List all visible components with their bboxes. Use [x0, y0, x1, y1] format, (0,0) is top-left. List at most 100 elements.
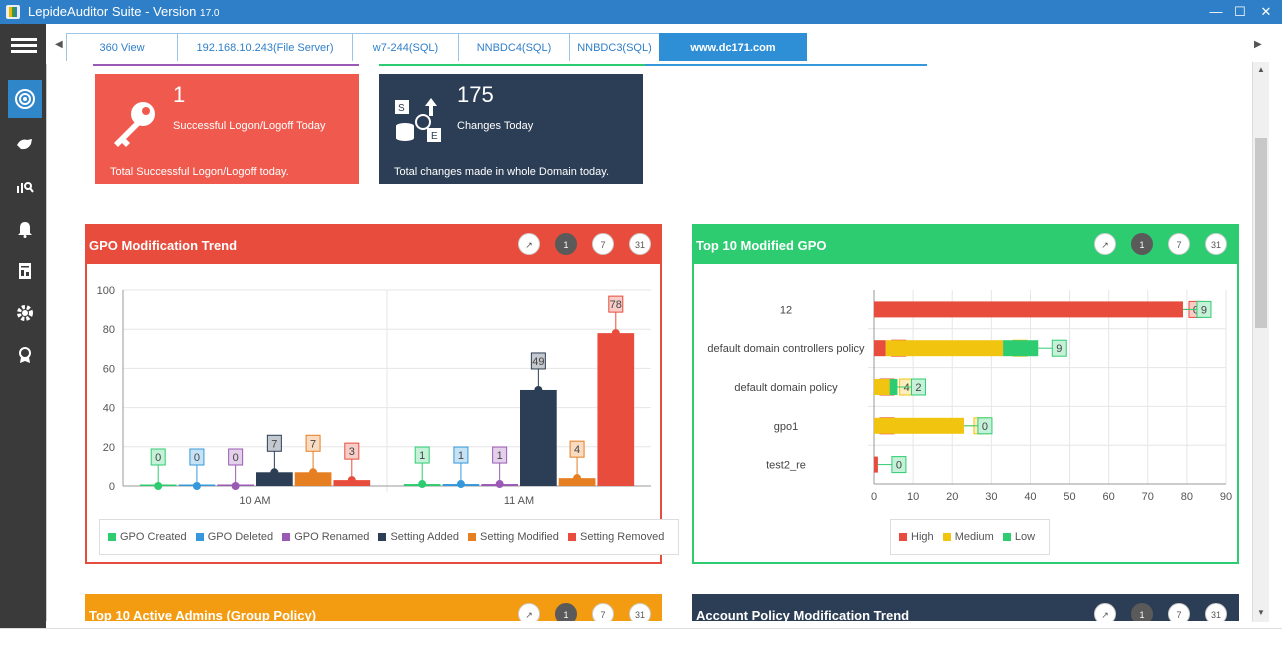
x-tick-label: 30: [985, 491, 997, 503]
hand-icon[interactable]: [8, 125, 42, 163]
app-logo-icon: [6, 5, 20, 19]
x-tick-label: 80: [1181, 491, 1193, 503]
data-label: 3: [349, 446, 355, 458]
tab-w7-244[interactable]: w7-244(SQL): [352, 33, 459, 61]
top-modified-gpo-panel: Top 10 Modified GPO ↗ 1 7 31 0 10 20 30 40 50…: [692, 224, 1239, 564]
y-tick-label: default domain controllers policy: [707, 343, 865, 355]
analytics-search-icon[interactable]: [8, 167, 42, 205]
gpo-trend-legend: GPO Created GPO Deleted GPO Renamed Sett…: [99, 519, 680, 555]
panel-header: Top 10 Modified GPO ↗ 1 7 31: [694, 226, 1237, 264]
tab-nnbdc4[interactable]: NNBDC4(SQL): [458, 33, 570, 61]
maximize-button[interactable]: ☐: [1234, 4, 1246, 19]
data-label: 1: [497, 450, 503, 462]
data-label-box: [530, 352, 546, 370]
y-tick-label: test2_re: [766, 460, 806, 472]
x-tick-label: 20: [946, 491, 958, 503]
legend-item[interactable]: Setting Removed: [567, 520, 664, 554]
legend-item[interactable]: GPO Created: [108, 520, 187, 554]
trend-view-button[interactable]: ↗: [1094, 233, 1116, 255]
thirty-one-day-view-button[interactable]: 31: [629, 603, 651, 621]
y-tick-label: 60: [103, 363, 115, 375]
legend-item[interactable]: Medium: [942, 520, 994, 554]
scroll-thumb[interactable]: [1255, 138, 1267, 328]
data-label: 4: [904, 382, 910, 394]
tab-scroll-left-icon[interactable]: ◀: [55, 39, 63, 50]
active-admins-panel: Top 10 Active Admins (Group Policy) ↗ 1 …: [85, 594, 662, 621]
bar: [256, 472, 293, 486]
legend-item[interactable]: GPO Deleted: [195, 520, 273, 554]
legend-item[interactable]: Setting Added: [378, 520, 459, 554]
svg-text:S: S: [398, 103, 405, 114]
data-label-box: [608, 295, 624, 313]
seven-day-view-button[interactable]: 7: [592, 603, 614, 621]
today-view-button[interactable]: 1: [1131, 233, 1153, 255]
stat-value: 175: [457, 82, 494, 107]
tab-scroll-right-icon[interactable]: ▶: [1254, 39, 1262, 50]
legend-item[interactable]: Low: [1002, 520, 1035, 554]
data-label-box: [453, 446, 469, 464]
bar: [1003, 340, 1039, 357]
bell-icon[interactable]: [8, 210, 42, 248]
data-label: 0: [194, 452, 200, 464]
tab-360-view[interactable]: 360 View: [66, 33, 178, 61]
stat-label: Successful Logon/Logoff Today: [173, 120, 326, 132]
legend-item[interactable]: Setting Modified: [468, 520, 559, 554]
hamburger-menu-icon[interactable]: [11, 38, 37, 54]
tab-file-server[interactable]: 192.168.10.243(File Server): [177, 33, 353, 61]
x-tick-label: 10: [907, 491, 919, 503]
y-tick-label: default domain policy: [734, 382, 838, 394]
data-label: 49: [532, 356, 544, 368]
top-strip: [645, 64, 927, 66]
seven-day-view-button[interactable]: 7: [592, 233, 614, 255]
stat-footer: Total changes made in whole Domain today…: [394, 166, 610, 178]
data-label: 78: [610, 299, 622, 311]
today-view-button[interactable]: 1: [555, 233, 577, 255]
seven-day-view-button[interactable]: 7: [1168, 233, 1190, 255]
data-label-box: [910, 378, 926, 396]
data-label: 0: [1193, 304, 1199, 316]
x-tick-label: 70: [1142, 491, 1154, 503]
legend-item[interactable]: GPO Renamed: [282, 520, 369, 554]
trend-view-button[interactable]: ↗: [518, 233, 540, 255]
legend-item[interactable]: High: [899, 520, 934, 554]
tab-dc171[interactable]: www.dc171.com: [659, 33, 807, 61]
close-button[interactable]: ✕: [1260, 4, 1272, 19]
minimize-button[interactable]: —: [1209, 4, 1223, 19]
dashboard-content: 1 Successful Logon/Logoff Today Total Su…: [46, 64, 1253, 621]
bar: [874, 379, 890, 395]
y-tick-label: 20: [103, 442, 115, 454]
data-label: 2: [915, 382, 921, 394]
title-bar: LepideAuditor Suite - Version 17.0 — ☐ ✕: [0, 0, 1282, 24]
seven-day-view-button[interactable]: 7: [1168, 603, 1190, 621]
data-label-box: [228, 448, 244, 466]
vertical-scrollbar[interactable]: ▲ ▼: [1252, 62, 1269, 622]
top-strip: [93, 64, 359, 66]
status-bar: [0, 628, 1282, 659]
trend-view-button[interactable]: ↗: [518, 603, 540, 621]
radar-icon[interactable]: [8, 80, 42, 118]
tab-nnbdc3[interactable]: NNBDC3(SQL): [569, 33, 660, 61]
thirty-one-day-view-button[interactable]: 31: [629, 233, 651, 255]
today-view-button[interactable]: 1: [555, 603, 577, 621]
data-label: 1: [419, 450, 425, 462]
y-tick-label: gpo1: [774, 421, 798, 433]
settings-gear-icon[interactable]: [8, 294, 42, 332]
logon-stat-card[interactable]: 1 Successful Logon/Logoff Today Total Su…: [95, 74, 359, 184]
license-badge-icon[interactable]: [8, 336, 42, 374]
trend-view-button[interactable]: ↗: [1094, 603, 1116, 621]
report-icon[interactable]: [8, 252, 42, 290]
key-icon: [109, 98, 161, 155]
scroll-up-icon[interactable]: ▲: [1257, 65, 1265, 74]
y-tick-label: 80: [103, 324, 115, 336]
top-gpo-legend: High Medium Low: [890, 519, 1051, 555]
scroll-down-icon[interactable]: ▼: [1257, 608, 1265, 617]
data-label-box: [891, 456, 907, 474]
today-view-button[interactable]: 1: [1131, 603, 1153, 621]
thirty-one-day-view-button[interactable]: 31: [1205, 603, 1227, 621]
thirty-one-day-view-button[interactable]: 31: [1205, 233, 1227, 255]
data-label-box: [266, 434, 282, 452]
data-label: 7: [271, 438, 277, 450]
data-label-box: [189, 448, 205, 466]
